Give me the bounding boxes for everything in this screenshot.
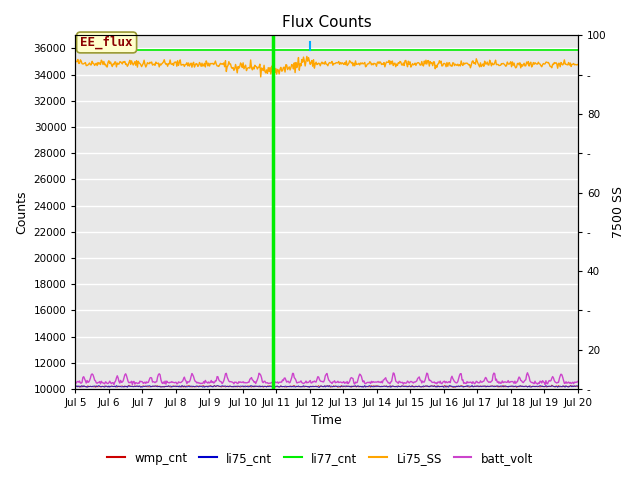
Text: EE_flux: EE_flux xyxy=(81,36,133,49)
Y-axis label: Counts: Counts xyxy=(15,191,28,234)
Y-axis label: 7500 SS: 7500 SS xyxy=(612,186,625,238)
X-axis label: Time: Time xyxy=(311,414,342,427)
Legend: wmp_cnt, li75_cnt, li77_cnt, Li75_SS, batt_volt: wmp_cnt, li75_cnt, li77_cnt, Li75_SS, ba… xyxy=(102,447,538,469)
Title: Flux Counts: Flux Counts xyxy=(282,15,371,30)
